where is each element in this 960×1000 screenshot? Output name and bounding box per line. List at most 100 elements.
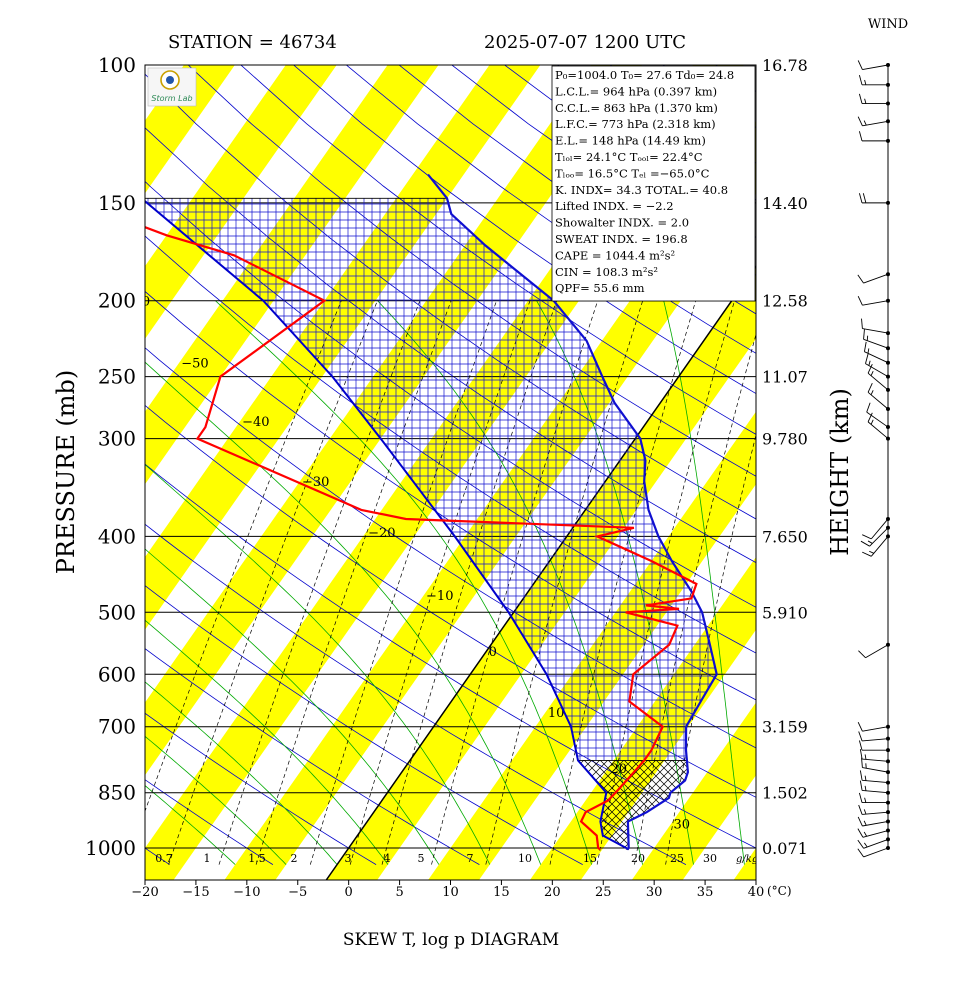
- logo-caption: Storm Lab: [151, 94, 192, 103]
- mixing-ratio-label: 1.5: [248, 852, 266, 865]
- temperature-tick-label: −20: [131, 885, 158, 900]
- dry-adiabat-line: [145, 779, 274, 865]
- wind-barb: [858, 792, 888, 804]
- wind-barb-staff: [864, 351, 889, 364]
- mixing-ratio-label: 25: [670, 852, 684, 865]
- wind-barb-staff: [863, 273, 889, 284]
- stats-line: Tₗₒₗ= 24.1°C Tₒₒₗ= 22.4°C: [555, 150, 703, 164]
- dry-adiabat-line: [145, 463, 756, 849]
- mixing-ratio-line: [168, 300, 378, 865]
- temperature-tick-label: −5: [288, 885, 307, 900]
- wind-barb-flag: [863, 820, 867, 826]
- moist-adiabat-line: [145, 548, 440, 865]
- isotherm-label: −50: [181, 357, 208, 372]
- isotherm-band: [937, 65, 960, 880]
- wind-barb-staff: [862, 300, 889, 306]
- pressure-tick-label: 100: [98, 53, 136, 77]
- wind-barb-staff: [869, 527, 889, 547]
- isotherm-label: −60: [123, 295, 150, 310]
- wind-barb-flag: [857, 848, 864, 858]
- isotherm-label: −20: [368, 526, 395, 541]
- wind-barb-staff: [867, 372, 889, 391]
- isotherm-band: [733, 847, 756, 880]
- wind-barb-flag: [869, 550, 874, 554]
- pressure-tick-label: 300: [98, 427, 136, 451]
- wind-barb-flag: [864, 98, 867, 104]
- temperature-tick-label: 10: [442, 885, 459, 900]
- wind-barb-flag: [862, 534, 872, 540]
- wind-barb-staff: [867, 421, 889, 439]
- mixing-ratio-label: 15: [583, 852, 597, 865]
- wind-barb-flag: [858, 804, 863, 815]
- wind-barb: [858, 740, 888, 751]
- wind-barb-flag: [863, 120, 867, 126]
- wind-barb-flag: [862, 551, 872, 557]
- wind-barb: [863, 341, 889, 364]
- wind-barb-staff: [862, 779, 889, 784]
- wind-barb-staff: [870, 518, 889, 540]
- stats-line: Lifted INDX. = −2.2: [555, 199, 674, 213]
- wind-barb: [859, 749, 889, 762]
- mixing-ratio-lines: [145, 300, 756, 865]
- dry-adiabat-line: [145, 585, 583, 865]
- mixing-ratio-label: 3: [345, 852, 352, 865]
- wind-barb: [857, 828, 889, 838]
- wind-barb-flag: [857, 116, 863, 126]
- wind-barb-flag: [860, 540, 870, 547]
- isotherm-label: 10: [548, 706, 565, 721]
- temperature-curve: [427, 173, 718, 851]
- wind-barb-flag: [861, 318, 863, 329]
- pressure-tick-label: 1000: [85, 836, 136, 860]
- wind-barb-flag: [867, 412, 873, 423]
- wind-barb-staff: [862, 758, 889, 762]
- wind-barb: [857, 847, 889, 858]
- mixing-ratio-label: 1: [204, 852, 211, 865]
- wind-barb-flag: [864, 797, 867, 803]
- y-axis-label: PRESSURE (mb): [52, 370, 80, 575]
- height-tick-label: 11.07: [762, 368, 808, 387]
- mixing-ratio-label: 0.7: [155, 852, 173, 865]
- wind-barb-flag: [867, 540, 873, 544]
- dry-adiabat-line: [240, 65, 756, 435]
- x-axis-unit: (°C): [767, 884, 792, 898]
- mixing-ratio-unit: g/kg: [736, 854, 758, 865]
- isotherm-label: 20: [610, 762, 627, 777]
- mixing-ratio-label: 10: [518, 852, 532, 865]
- stats-line: L.C.L.= 964 hPa (0.397 km): [555, 84, 717, 98]
- wind-barb-flag: [858, 740, 863, 751]
- wind-barb-staff: [862, 790, 889, 794]
- mixing-ratio-line: [634, 333, 756, 865]
- wind-barb-staff: [862, 64, 889, 70]
- dry-adiabat-line: [145, 523, 687, 865]
- wind-barb: [867, 412, 889, 439]
- stats-line: Tₗₒₒ= 16.5°C Tₑₗ =−65.0°C: [555, 166, 710, 180]
- height-tick-label: 3.159: [762, 718, 808, 737]
- wind-barb: [858, 804, 889, 815]
- height-tick-label: 16.78: [762, 56, 808, 75]
- height-tick-label: 14.40: [762, 194, 808, 213]
- isotherm-label: −30: [302, 475, 329, 490]
- temperature-tick-label: 25: [595, 885, 612, 900]
- wind-barb: [866, 402, 889, 428]
- dry-adiabat-line: [145, 847, 170, 865]
- wind-barb-flag: [870, 390, 874, 395]
- wind-barb-flag: [865, 353, 869, 364]
- wind-barb-flag: [858, 792, 863, 803]
- wind-barb: [857, 295, 889, 306]
- wind-barb-flag: [867, 383, 873, 393]
- wind-barb: [858, 644, 889, 659]
- temperature-tick-label: 5: [395, 885, 403, 900]
- wind-barb-flag: [866, 402, 871, 413]
- wind-barb-flag: [858, 93, 863, 104]
- mixing-ratio-label: 2: [291, 852, 298, 865]
- dry-adiabat-line: [145, 404, 756, 798]
- wind-barb-flag: [864, 785, 867, 791]
- stats-line: L.F.C.= 773 hPa (2.318 km): [555, 117, 716, 131]
- wind-barb: [867, 363, 889, 391]
- wind-barb-flag: [867, 348, 870, 354]
- isotherm-label: 0: [489, 645, 497, 660]
- wind-barb-flag: [864, 775, 867, 781]
- wind-barb-flag: [868, 360, 871, 366]
- stats-line: CAPE = 1044.4 m²s²: [555, 248, 675, 262]
- wind-barb: [861, 757, 889, 773]
